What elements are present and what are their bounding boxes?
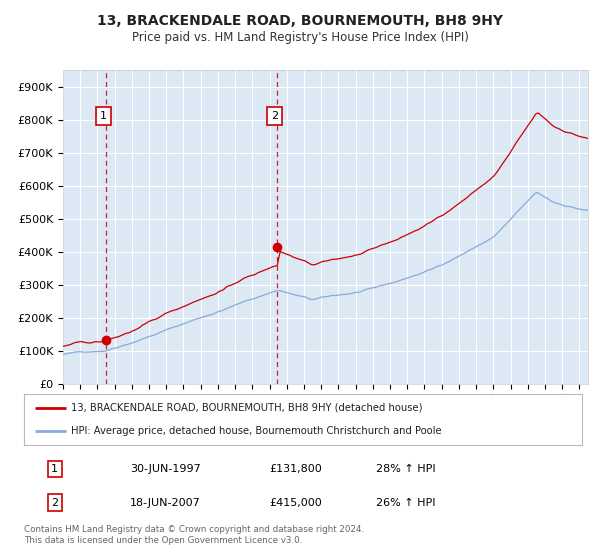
Text: £131,800: £131,800 [269,464,322,474]
Text: 13, BRACKENDALE ROAD, BOURNEMOUTH, BH8 9HY (detached house): 13, BRACKENDALE ROAD, BOURNEMOUTH, BH8 9… [71,403,423,413]
Text: 1: 1 [100,111,107,121]
Text: 18-JUN-2007: 18-JUN-2007 [130,498,201,507]
Text: £415,000: £415,000 [269,498,322,507]
Text: 30-JUN-1997: 30-JUN-1997 [130,464,201,474]
Text: 2: 2 [271,111,278,121]
Text: 26% ↑ HPI: 26% ↑ HPI [376,498,435,507]
Text: 2: 2 [51,498,58,507]
Text: Contains HM Land Registry data © Crown copyright and database right 2024.
This d: Contains HM Land Registry data © Crown c… [24,525,364,545]
Text: Price paid vs. HM Land Registry's House Price Index (HPI): Price paid vs. HM Land Registry's House … [131,31,469,44]
Text: 13, BRACKENDALE ROAD, BOURNEMOUTH, BH8 9HY: 13, BRACKENDALE ROAD, BOURNEMOUTH, BH8 9… [97,14,503,28]
Text: HPI: Average price, detached house, Bournemouth Christchurch and Poole: HPI: Average price, detached house, Bour… [71,426,442,436]
Text: 1: 1 [51,464,58,474]
Text: 28% ↑ HPI: 28% ↑ HPI [376,464,435,474]
